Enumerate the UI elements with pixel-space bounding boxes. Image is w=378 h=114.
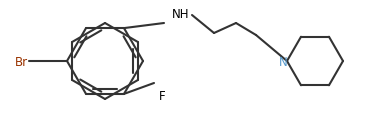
Text: F: F (159, 89, 166, 102)
Text: N: N (279, 55, 288, 68)
Text: Br: Br (15, 55, 28, 68)
Text: NH: NH (172, 7, 189, 20)
